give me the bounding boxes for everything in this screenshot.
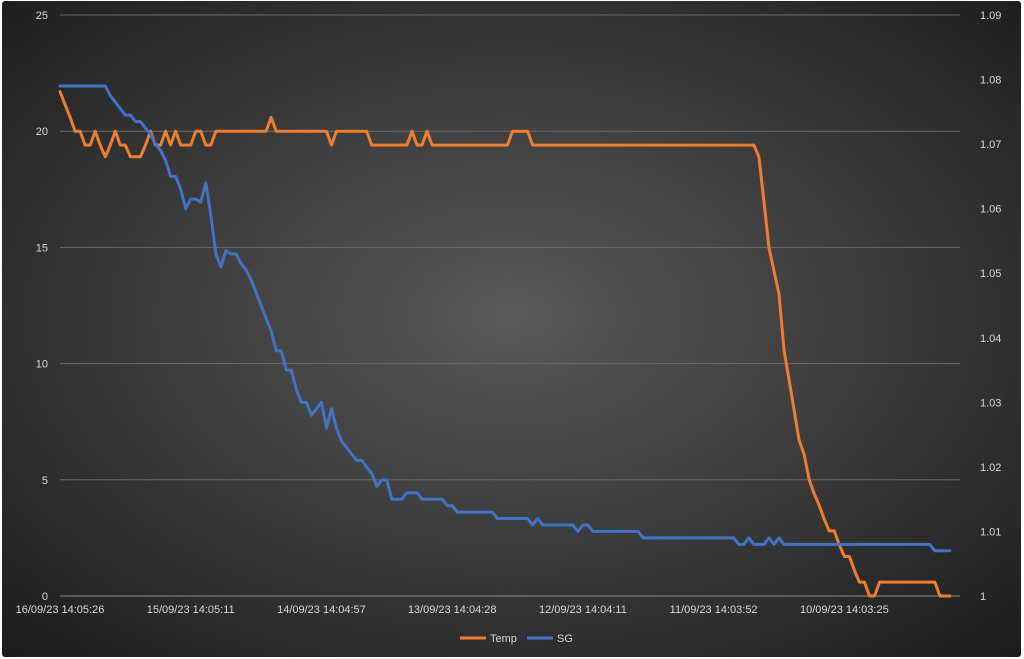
y-tick-label: 10	[36, 359, 48, 371]
legend-label: Temp	[490, 633, 517, 645]
y2-tick-label: 1.03	[980, 397, 1001, 409]
y2-tick-label: 1.01	[980, 526, 1001, 538]
y2-tick-label: 1.07	[980, 139, 1001, 151]
x-tick-label: 10/09/23 14:03:25	[800, 604, 889, 616]
x-tick-label: 14/09/23 14:04:57	[277, 604, 366, 616]
gridlines	[60, 14, 960, 597]
y2-tick-label: 1.02	[980, 462, 1001, 474]
series-line-temp	[58, 90, 952, 598]
legend[interactable]: Temp SG	[460, 633, 573, 645]
y-tick-label: 25	[36, 10, 48, 22]
x-tick-label: 11/09/23 14:03:52	[670, 604, 758, 616]
x-tick-label: 13/09/23 14:04:28	[408, 604, 497, 616]
series-lines	[58, 84, 952, 598]
y2-tick-label: 1.06	[980, 204, 1001, 216]
y-tick-label: 20	[36, 126, 48, 138]
legend-item-sg[interactable]: SG	[527, 633, 573, 645]
legend-item-temp[interactable]: Temp	[460, 633, 517, 645]
y-tick-label: 0	[42, 591, 48, 603]
x-tick-label: 15/09/23 14:05:11	[147, 604, 235, 616]
y2-tick-label: 1.09	[980, 10, 1001, 22]
axis-tick-labels: 0 5 10 15 20 25 1 1.01 1.02 1.03 1.04 1.05 1.06 1.07 1…	[16, 10, 1002, 616]
y2-tick-label: 1.04	[980, 333, 1001, 345]
x-tick-label: 12/09/23 14:04:11	[539, 604, 627, 616]
y2-tick-label: 1.05	[980, 268, 1001, 280]
legend-label: SG	[557, 633, 573, 645]
y2-tick-label: 1	[980, 591, 986, 603]
y-tick-label: 5	[42, 475, 48, 487]
y2-tick-label: 1.08	[980, 75, 1001, 87]
series-line-sg	[58, 84, 952, 553]
y-tick-label: 15	[36, 242, 48, 254]
x-tick-label: 16/09/23 14:05:26	[16, 604, 105, 616]
